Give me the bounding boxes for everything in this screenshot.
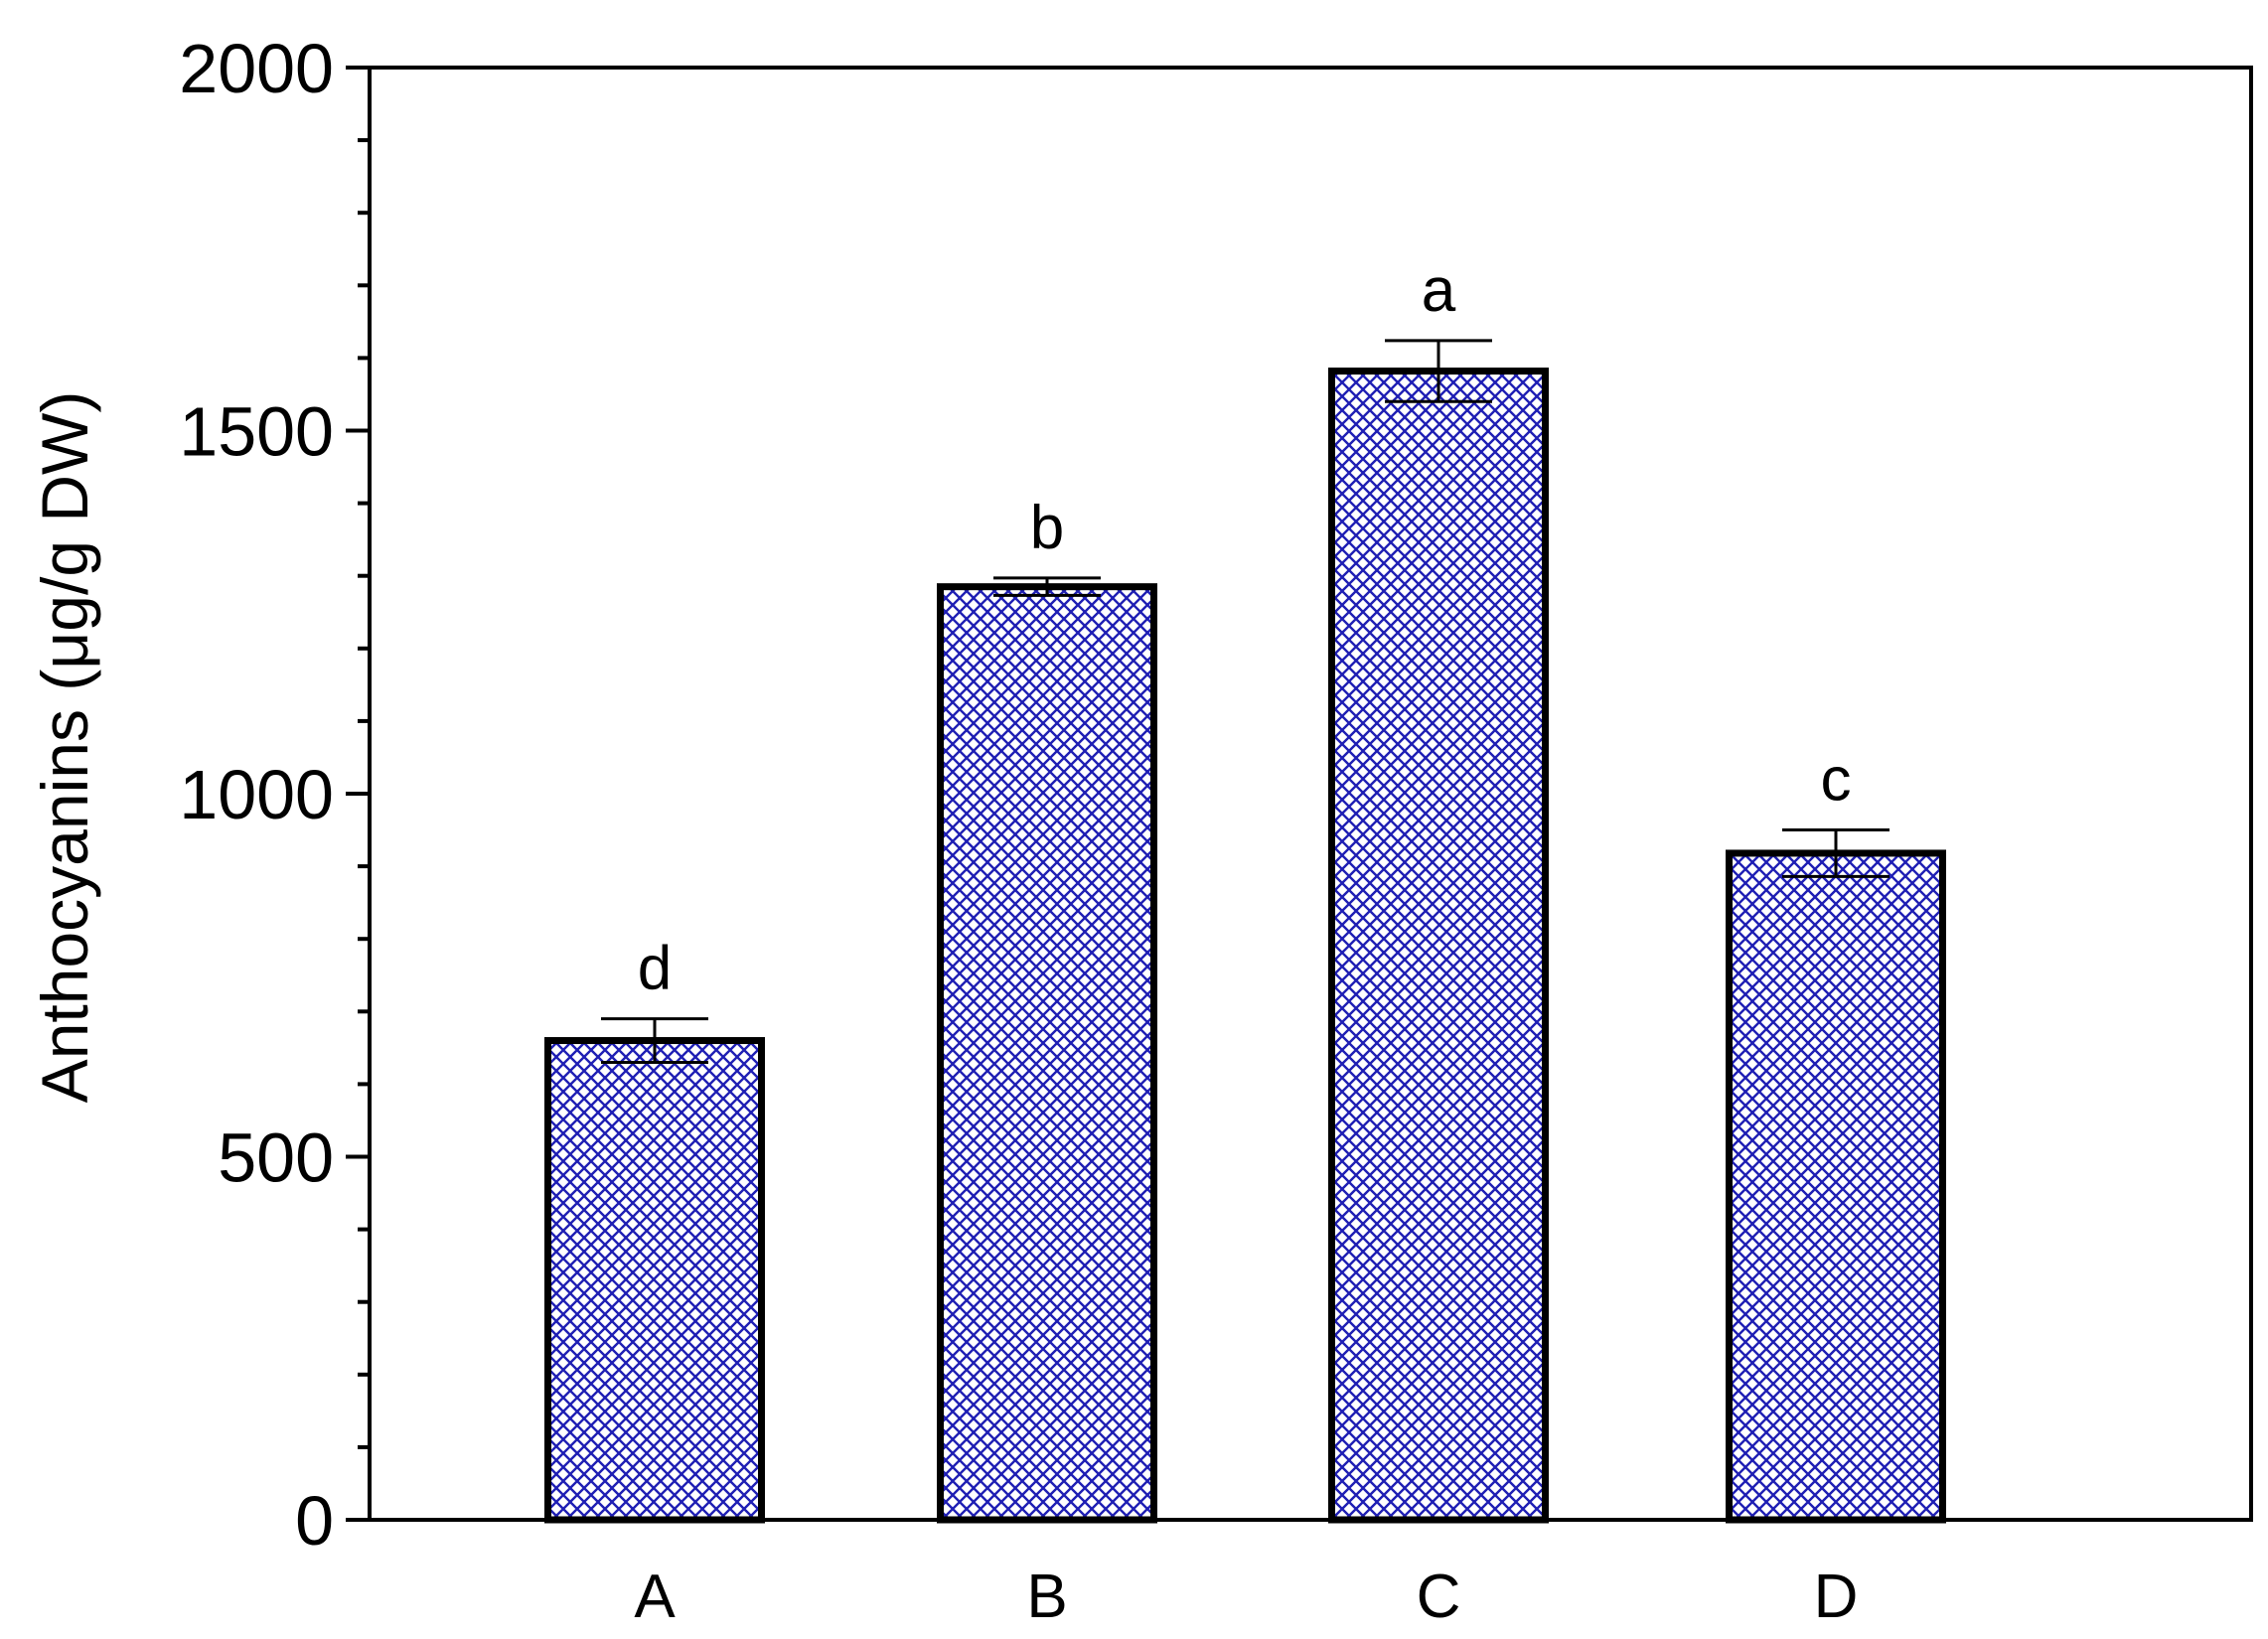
bar-a — [544, 1037, 765, 1524]
y-tick-label: 500 — [218, 1119, 334, 1197]
bars — [544, 368, 1946, 1524]
bar-c — [1328, 368, 1549, 1524]
significance-letter-a: d — [638, 935, 672, 1003]
y-tick-label: 1000 — [179, 756, 334, 833]
x-tick-label: B — [1026, 1563, 1067, 1631]
x-tick-label: D — [1814, 1563, 1859, 1631]
significance-letter-d: c — [1821, 746, 1852, 815]
y-tick-label: 1500 — [179, 393, 334, 471]
y-axis-ticks: 0 500 1000 1500 2000 — [179, 30, 370, 1560]
y-tick-label: 2000 — [179, 30, 334, 107]
bar-d — [1726, 849, 1946, 1524]
plot-frame — [368, 66, 2253, 1522]
error-bar-b — [993, 576, 1101, 597]
bar-b — [937, 583, 1157, 1524]
error-bar-c — [1385, 339, 1492, 403]
significance-letters: d b a c — [638, 256, 1852, 1003]
y-tick-label: 0 — [295, 1482, 334, 1560]
x-axis-labels: A B C D — [634, 1563, 1858, 1631]
error-bars — [601, 339, 1890, 1064]
significance-letter-c: a — [1422, 256, 1456, 325]
error-bar-d — [1782, 828, 1890, 878]
y-axis-title: Anthocyanins (μg/g DW) — [28, 391, 101, 1104]
x-tick-label: C — [1417, 1563, 1461, 1631]
significance-letter-b: b — [1030, 494, 1064, 562]
error-bar-a — [601, 1017, 708, 1064]
x-tick-label: A — [634, 1563, 676, 1631]
